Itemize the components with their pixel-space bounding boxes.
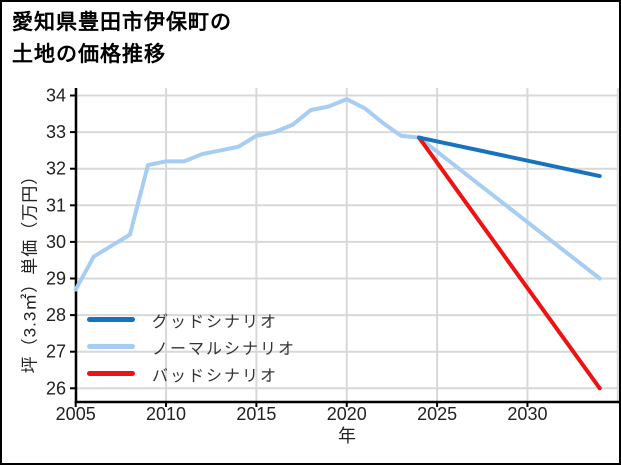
y-axis-title: 坪（3.3㎡）単価（万円） [20,166,40,374]
legend-item-normal: ノーマルシナリオ [87,333,296,360]
series-line-bad [417,135,602,391]
legend-label-normal: ノーマルシナリオ [152,340,297,358]
legend-swatch-bad [87,371,135,376]
chart-title-line1: 愛知県豊田市伊保町の [12,11,232,34]
y-tick-label: 34 [46,86,66,106]
series-line-normal [417,135,602,281]
legend-swatch-good [87,317,135,322]
chart-title: 愛知県豊田市伊保町の 土地の価格推移 [12,7,232,71]
y-tick-label: 30 [46,232,66,252]
legend-item-good: グッドシナリオ [87,306,296,333]
y-tick-label: 26 [46,378,66,398]
legend: グッドシナリオ ノーマルシナリオ バッドシナリオ [87,306,296,387]
x-tick-label: 2030 [507,404,547,424]
x-axis-title: 年 [338,426,356,446]
y-tick-label: 33 [46,122,66,142]
y-tick-label: 29 [46,269,66,289]
legend-item-bad: バッドシナリオ [87,360,296,387]
series-line-history [73,97,422,292]
tick-labels: 2005 2010 2015 2020 2025 2030 26 27 28 29 30 31 32 33… [46,86,548,425]
x-tick-label: 2010 [146,404,186,424]
y-tick-label: 31 [46,195,66,215]
series-line-good [417,135,602,179]
x-tick-label: 2005 [56,404,96,424]
gridlines [74,88,619,402]
legend-label-good: グッドシナリオ [152,313,279,331]
legend-swatch-normal [87,344,135,349]
series-lines [73,97,602,391]
chart-title-line2: 土地の価格推移 [12,43,166,66]
x-tick-label: 2025 [417,404,457,424]
y-tick-label: 32 [46,159,66,179]
x-tick-label: 2015 [236,404,276,424]
y-tick-label: 27 [46,342,66,362]
x-tick-label: 2020 [327,404,367,424]
tick-marks [70,94,529,407]
legend-label-bad: バッドシナリオ [152,367,279,385]
y-tick-label: 28 [46,305,66,325]
